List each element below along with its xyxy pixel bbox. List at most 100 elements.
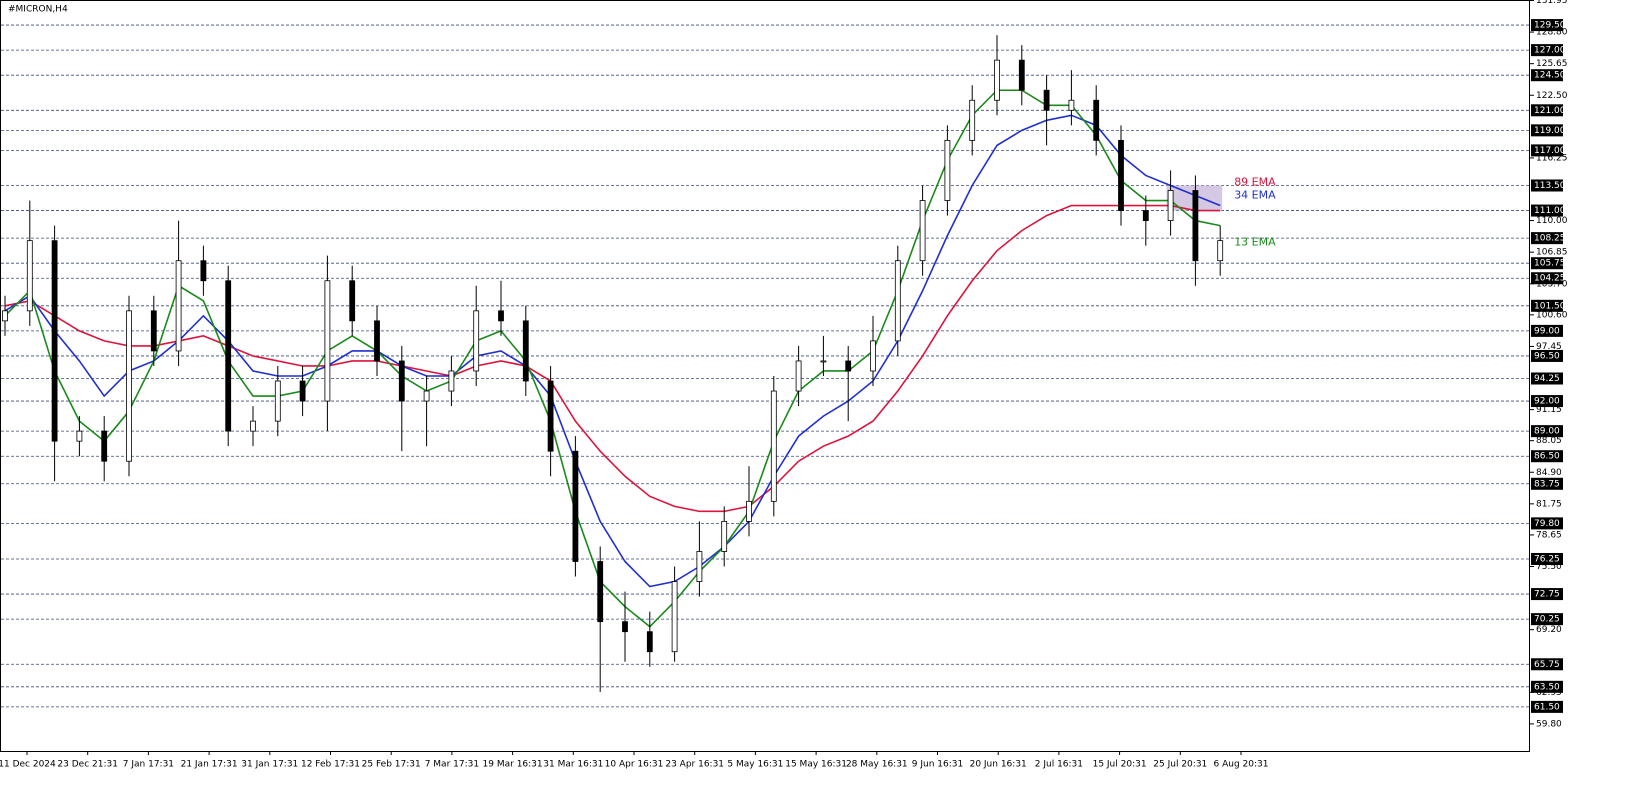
y-tick-label: 62.95 <box>1536 688 1562 698</box>
candle-body <box>324 280 331 402</box>
x-tick-label: 7 Mar 17:31 <box>425 760 479 770</box>
candle-body <box>994 59 1000 101</box>
level-label: 124.50 <box>1534 71 1566 81</box>
candle-body <box>1217 240 1224 262</box>
level-label: 121.00 <box>1534 106 1566 116</box>
level-label: 99.00 <box>1534 326 1560 336</box>
candle-body <box>721 520 728 552</box>
y-tick-label: 88.05 <box>1536 436 1562 446</box>
level-label-box <box>1531 19 1563 32</box>
level-label: 96.50 <box>1534 351 1560 361</box>
level-label-box <box>1531 349 1563 362</box>
x-tick-label: 31 Jan 17:31 <box>241 760 298 770</box>
legend-label: 13 EMA <box>1234 236 1276 249</box>
level-label-box <box>1531 124 1563 137</box>
candle-body <box>2 310 8 322</box>
x-tick-label: 10 Apr 16:31 <box>605 760 664 770</box>
candle-body <box>870 340 876 372</box>
level-label-box <box>1531 680 1563 693</box>
level-label-box <box>1531 700 1563 713</box>
y-tick-label: 110.00 <box>1536 216 1568 226</box>
candle-body <box>398 360 405 402</box>
y-tick-label: 128.80 <box>1536 28 1568 38</box>
candle-body <box>101 430 108 462</box>
level-label: 94.25 <box>1534 374 1560 384</box>
level-label: 104.25 <box>1534 274 1566 284</box>
candle-body <box>51 240 58 442</box>
y-tick-label: 84.90 <box>1536 468 1562 478</box>
level-label: 76.25 <box>1534 554 1560 564</box>
candle-body <box>622 621 628 633</box>
level-label: 101.50 <box>1534 301 1566 311</box>
y-tick-label: 78.65 <box>1536 530 1562 540</box>
x-tick-label: 20 Jun 16:31 <box>970 760 1027 770</box>
candle-body <box>1167 190 1174 221</box>
candle-body <box>349 280 356 322</box>
candle-body <box>646 631 653 653</box>
level-label-box <box>1531 517 1563 530</box>
candle-body <box>795 360 802 392</box>
x-tick-label: 23 Apr 16:31 <box>665 760 724 770</box>
chart-title: #MICRON,H4 <box>8 5 68 15</box>
level-label-box <box>1531 425 1563 438</box>
level-label: 92.00 <box>1534 397 1560 407</box>
candle-body <box>894 260 901 342</box>
level-label: 86.50 <box>1534 452 1560 462</box>
candle-body <box>76 430 83 442</box>
level-label: 65.75 <box>1534 660 1560 670</box>
x-tick-label: 15 Jul 20:31 <box>1093 760 1147 770</box>
y-tick-label: 81.75 <box>1536 499 1562 509</box>
candle-body <box>299 380 306 402</box>
candle-body <box>820 360 827 363</box>
level-label: 89.00 <box>1534 427 1560 437</box>
candle-body <box>597 561 604 623</box>
candle-body <box>547 380 554 452</box>
candle-body <box>696 551 703 582</box>
level-label: 61.50 <box>1534 702 1560 712</box>
candle-body <box>1018 59 1025 91</box>
candle-body <box>448 370 455 392</box>
x-tick-label: 12 Feb 17:31 <box>301 760 360 770</box>
x-tick-label: 15 May 16:31 <box>785 760 847 770</box>
x-tick-label: 28 May 16:31 <box>846 760 908 770</box>
x-tick-label: 23 Dec 21:31 <box>57 760 118 770</box>
y-tick-label: 106.85 <box>1536 248 1568 258</box>
candle-body <box>250 420 256 432</box>
y-tick-label: 100.60 <box>1536 310 1568 320</box>
level-label: 127.00 <box>1534 46 1566 56</box>
level-label: 113.50 <box>1534 181 1566 191</box>
candle-body <box>26 240 33 312</box>
level-label-box <box>1531 69 1563 82</box>
level-label-box <box>1531 104 1563 117</box>
candle-body <box>374 320 380 362</box>
candle-body <box>274 380 281 422</box>
candle-body <box>969 99 976 141</box>
candle-body <box>919 200 926 262</box>
candle-body <box>1068 99 1075 111</box>
x-tick-label: 5 May 16:31 <box>727 760 783 770</box>
plot-frame <box>0 0 1530 752</box>
level-label: 79.80 <box>1534 519 1560 529</box>
candle-body <box>200 260 207 282</box>
level-label-box <box>1531 272 1563 285</box>
level-label-box <box>1531 588 1563 601</box>
level-label: 119.00 <box>1534 126 1566 136</box>
x-tick-label: 11 Dec 2024 <box>0 760 56 770</box>
y-tick-label: 131.95 <box>1536 0 1568 6</box>
y-tick-label: 59.80 <box>1536 719 1562 729</box>
x-tick-label: 21 Jan 17:31 <box>181 760 238 770</box>
level-label-box <box>1531 552 1563 565</box>
x-tick-label: 31 Mar 16:31 <box>543 760 603 770</box>
y-tick-label: 116.25 <box>1536 153 1568 163</box>
candle-body <box>473 310 480 372</box>
level-label: 72.75 <box>1534 590 1560 600</box>
level-label-box <box>1531 372 1563 385</box>
level-label-box <box>1531 299 1563 312</box>
legend-label: 34 EMA <box>1234 189 1276 202</box>
level-label-box <box>1531 44 1563 57</box>
level-label-box <box>1531 477 1563 490</box>
candle-body <box>572 450 579 562</box>
y-tick-label: 97.45 <box>1536 342 1562 352</box>
